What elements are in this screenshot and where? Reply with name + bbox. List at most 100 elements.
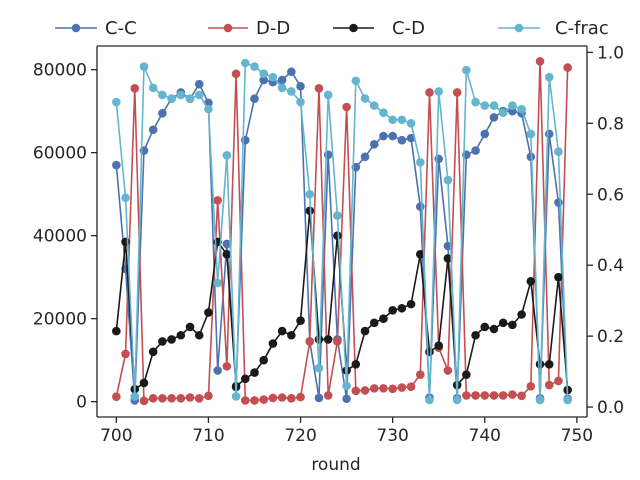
data-point-c-d: [480, 322, 490, 332]
data-point-c-d: [305, 206, 315, 216]
y-right-tick-label: 1.0: [597, 43, 624, 63]
data-point-c-c: [434, 154, 444, 164]
data-point-d-d: [351, 386, 361, 396]
y-right-tick-label: 0.8: [597, 114, 624, 134]
data-point-c-frac: [526, 129, 536, 139]
legend-label: C-frac: [555, 18, 609, 39]
data-point-d-d: [240, 396, 250, 405]
y-left-tick-label: 40000: [33, 227, 87, 247]
data-point-c-frac: [121, 193, 130, 203]
data-point-c-frac: [148, 83, 158, 93]
data-point-c-c: [480, 129, 490, 139]
data-point-d-d: [231, 69, 241, 79]
data-point-c-frac: [277, 83, 287, 93]
data-point-c-frac: [351, 76, 361, 86]
data-point-c-d: [287, 330, 296, 340]
data-point-c-d: [259, 355, 269, 365]
data-point-c-c: [296, 81, 305, 91]
data-point-c-c: [360, 152, 370, 162]
data-point-d-d: [535, 57, 545, 66]
data-point-c-d: [554, 272, 563, 282]
data-point-c-d: [204, 308, 213, 317]
y-left-tick-label: 0: [76, 393, 87, 413]
data-point-c-frac: [360, 94, 370, 103]
data-point-d-d: [139, 396, 149, 406]
data-point-c-d: [139, 378, 149, 388]
data-point-c-d: [333, 231, 342, 240]
data-point-c-frac: [471, 97, 480, 107]
data-point-d-d: [360, 386, 370, 395]
data-point-c-d: [425, 347, 434, 357]
x-tick-label: 700: [100, 426, 132, 446]
data-point-c-d: [240, 374, 250, 384]
data-point-c-frac: [342, 381, 351, 391]
data-point-c-frac: [369, 101, 379, 110]
data-point-c-c: [250, 94, 259, 103]
legend-entry-c-d: C-D: [333, 18, 425, 39]
data-point-c-frac: [268, 72, 278, 82]
data-point-c-frac: [314, 363, 324, 373]
data-point-d-d: [406, 382, 416, 392]
data-point-c-frac: [259, 69, 269, 78]
x-tick-label: 720: [284, 426, 316, 446]
data-point-d-d: [333, 337, 342, 346]
data-point-d-d: [213, 196, 222, 205]
data-point-c-d: [323, 335, 333, 344]
data-point-d-d: [415, 370, 425, 379]
data-point-c-frac: [508, 101, 517, 110]
data-point-d-d: [462, 391, 471, 400]
data-point-c-frac: [194, 90, 204, 100]
data-point-c-c: [194, 79, 204, 89]
data-point-d-d: [517, 391, 526, 401]
data-point-c-c: [287, 67, 296, 77]
data-point-d-d: [443, 366, 453, 375]
data-point-c-frac: [563, 395, 572, 405]
data-point-c-c: [388, 131, 397, 141]
data-point-c-frac: [250, 62, 259, 71]
data-point-c-d: [112, 326, 121, 336]
data-point-c-d: [167, 335, 176, 344]
x-tick-label: 740: [469, 426, 501, 446]
data-point-c-d: [498, 318, 508, 328]
data-point-c-frac: [240, 58, 250, 68]
data-point-c-d: [406, 299, 416, 309]
data-point-c-d: [388, 306, 397, 315]
data-point-c-d: [397, 303, 407, 313]
data-point-c-d: [194, 330, 204, 340]
legend-marker: [223, 23, 233, 33]
data-point-d-d: [379, 384, 388, 393]
data-point-c-frac: [305, 189, 315, 199]
data-point-c-frac: [176, 90, 186, 100]
data-point-d-d: [544, 380, 554, 390]
data-point-c-d: [277, 326, 287, 336]
data-point-c-c: [213, 366, 222, 375]
axes: 700 710 720 730 740 750 0 20000 40000 60000 80000 0…: [33, 43, 624, 446]
legend-entry-c-c: C-C: [55, 18, 137, 39]
data-point-c-d: [434, 341, 444, 350]
y-left-tick-label: 60000: [33, 144, 87, 164]
legend: C-C D-D C-D C-frac: [55, 18, 609, 39]
series-c-frac: [112, 58, 572, 405]
data-point-c-d: [268, 339, 278, 348]
data-point-c-c: [554, 198, 563, 207]
data-point-c-d: [222, 250, 232, 259]
data-point-d-d: [526, 381, 536, 391]
data-point-d-d: [480, 391, 490, 400]
legend-marker: [514, 23, 524, 33]
data-point-c-frac: [434, 87, 444, 96]
data-point-c-c: [222, 239, 232, 249]
legend-entry-d-d: D-D: [208, 18, 290, 39]
legend-entry-c-frac: C-frac: [498, 18, 609, 39]
data-point-c-frac: [397, 115, 407, 125]
data-point-c-frac: [323, 90, 333, 100]
data-point-d-d: [369, 384, 379, 393]
data-point-c-frac: [452, 395, 462, 405]
data-point-c-frac: [213, 278, 222, 288]
y-right-tick-label: 0.6: [597, 185, 624, 205]
data-point-c-c: [397, 135, 407, 145]
data-point-d-d: [259, 395, 269, 404]
data-point-c-frac: [222, 150, 232, 160]
data-point-c-d: [121, 237, 130, 247]
data-point-c-frac: [498, 108, 508, 117]
